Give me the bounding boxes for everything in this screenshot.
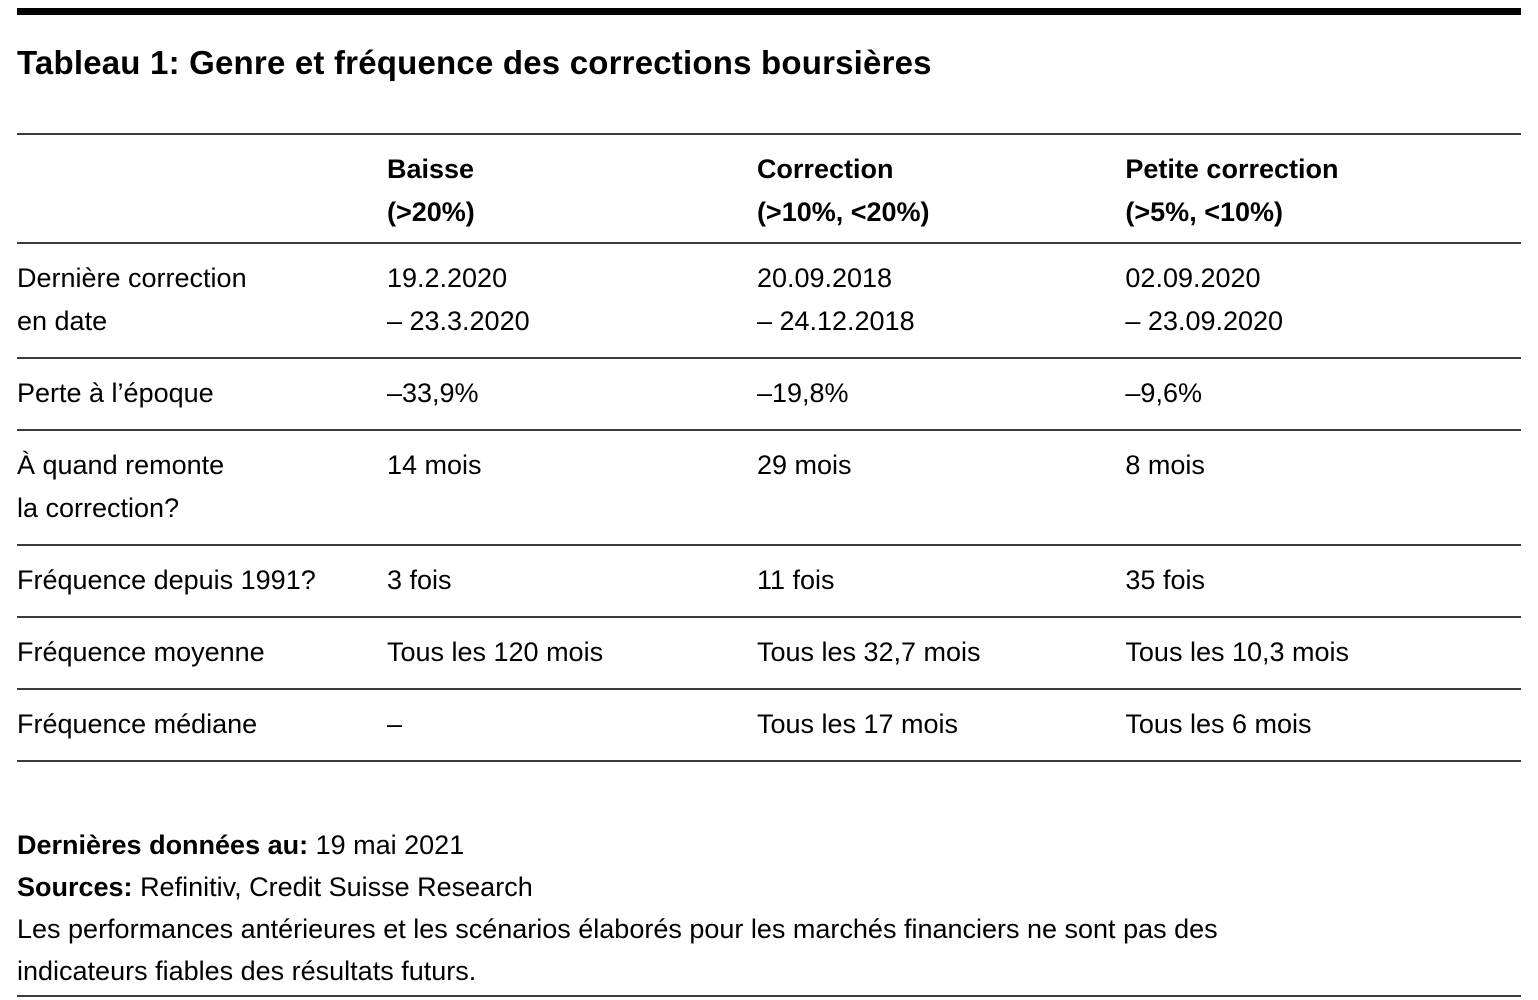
row-label: À quand remonte la correction? <box>17 430 387 546</box>
table-cell: –33,9% <box>386 358 757 431</box>
table-cell: 8 mois <box>1125 430 1521 546</box>
header-correction: Correction (>10%, <20%) <box>756 133 1126 244</box>
sources-label: Sources: <box>17 872 133 902</box>
table-cell: 29 mois <box>756 430 1126 546</box>
table-cell: –9,6% <box>1125 358 1521 431</box>
table-cell: 02.09.2020 – 23.09.2020 <box>1125 243 1521 359</box>
last-data-label: Dernières données au: <box>17 830 309 860</box>
table-row: Fréquence moyenne Tous les 120 mois Tous… <box>17 617 1521 690</box>
table-row: Fréquence depuis 1991? 3 fois 11 fois 35… <box>17 545 1521 618</box>
row-label: Fréquence depuis 1991? <box>17 545 387 618</box>
table-title: Tableau 1: Genre et fréquence des correc… <box>17 44 932 81</box>
last-data-value: 19 mai 2021 <box>315 830 465 860</box>
table-row: Perte à l’époque –33,9% –19,8% –9,6% <box>17 358 1521 431</box>
table-cell: 11 fois <box>756 545 1126 618</box>
sources-value: Refinitiv, Credit Suisse Research <box>140 872 533 902</box>
table-cell: 19.2.2020 – 23.3.2020 <box>386 243 757 359</box>
bottom-divider-line <box>17 995 1521 997</box>
top-divider-bar <box>17 8 1521 15</box>
table-cell: Tous les 10,3 mois <box>1125 617 1521 690</box>
table-cell: Tous les 17 mois <box>756 689 1126 762</box>
table-cell: –19,8% <box>756 358 1126 431</box>
sources-line: Sources: Refinitiv, Credit Suisse Resear… <box>17 866 1521 908</box>
table-cell: 20.09.2018 – 24.12.2018 <box>756 243 1126 359</box>
table-row: Dernière correction en date 19.2.2020 – … <box>17 243 1521 359</box>
table-cell: 35 fois <box>1125 545 1521 618</box>
table-cell: 14 mois <box>386 430 757 546</box>
footer-notes: Dernières données au: 19 mai 2021 Source… <box>17 824 1521 992</box>
last-data-line: Dernières données au: 19 mai 2021 <box>17 824 1521 866</box>
header-row: Baisse (>20%) Correction (>10%, <20%) Pe… <box>17 133 1521 244</box>
row-label: Perte à l’époque <box>17 358 387 431</box>
table-row: À quand remonte la correction? 14 mois 2… <box>17 430 1521 546</box>
row-label: Fréquence médiane <box>17 689 387 762</box>
row-label: Dernière correction en date <box>17 243 387 359</box>
header-petite-correction: Petite correction (>5%, <10%) <box>1125 133 1521 244</box>
table-row: Fréquence médiane – Tous les 17 mois Tou… <box>17 689 1521 762</box>
disclaimer-text: Les performances antérieures et les scén… <box>17 914 1218 986</box>
table-cell: Tous les 120 mois <box>386 617 757 690</box>
table-cell: Tous les 6 mois <box>1125 689 1521 762</box>
table-cell: Tous les 32,7 mois <box>756 617 1126 690</box>
table-cell: – <box>386 689 757 762</box>
header-empty-cell <box>17 133 387 244</box>
row-label: Fréquence moyenne <box>17 617 387 690</box>
table-cell: 3 fois <box>386 545 757 618</box>
corrections-table: Baisse (>20%) Correction (>10%, <20%) Pe… <box>17 133 1521 762</box>
header-baisse: Baisse (>20%) <box>386 133 757 244</box>
